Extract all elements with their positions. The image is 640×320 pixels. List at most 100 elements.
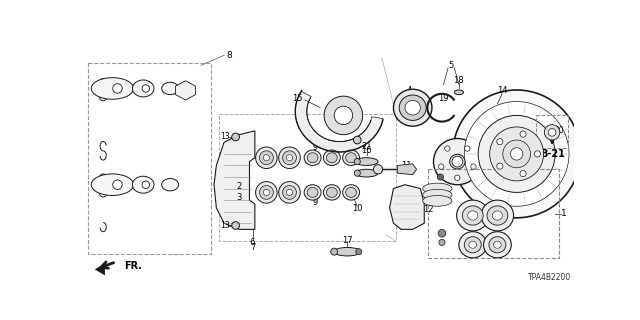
- Ellipse shape: [454, 90, 463, 95]
- Text: 14: 14: [497, 86, 508, 95]
- Circle shape: [511, 148, 523, 160]
- Text: TPA4B2200: TPA4B2200: [528, 273, 572, 282]
- Circle shape: [287, 155, 292, 161]
- Ellipse shape: [450, 154, 465, 169]
- Circle shape: [520, 171, 526, 177]
- Polygon shape: [175, 81, 196, 100]
- Circle shape: [113, 180, 122, 189]
- Ellipse shape: [355, 158, 378, 165]
- Ellipse shape: [487, 206, 508, 225]
- Text: 7: 7: [250, 243, 255, 252]
- Circle shape: [232, 133, 239, 141]
- Circle shape: [356, 249, 362, 255]
- Ellipse shape: [304, 185, 321, 200]
- Circle shape: [445, 146, 450, 151]
- Ellipse shape: [354, 158, 360, 165]
- Text: 9: 9: [312, 143, 317, 152]
- Text: 13: 13: [220, 221, 230, 230]
- Ellipse shape: [399, 95, 426, 120]
- Circle shape: [438, 229, 446, 237]
- Text: 10: 10: [352, 204, 362, 213]
- Ellipse shape: [326, 188, 337, 197]
- Bar: [428, 169, 559, 258]
- Ellipse shape: [464, 237, 481, 253]
- Circle shape: [497, 163, 503, 169]
- Circle shape: [259, 151, 273, 165]
- Text: 17: 17: [342, 236, 353, 245]
- Circle shape: [255, 147, 277, 169]
- Ellipse shape: [342, 150, 360, 165]
- Text: 2
3: 2 3: [186, 84, 189, 95]
- Circle shape: [353, 136, 361, 144]
- Ellipse shape: [334, 247, 361, 256]
- Ellipse shape: [433, 139, 481, 185]
- Ellipse shape: [468, 211, 478, 220]
- Circle shape: [287, 189, 292, 196]
- Text: 4: 4: [406, 86, 412, 95]
- Ellipse shape: [331, 248, 338, 255]
- Ellipse shape: [92, 78, 134, 99]
- Text: 18: 18: [454, 76, 464, 85]
- Circle shape: [279, 182, 300, 203]
- Circle shape: [142, 181, 150, 188]
- Ellipse shape: [462, 206, 483, 225]
- Circle shape: [334, 106, 353, 124]
- Ellipse shape: [355, 169, 378, 177]
- Circle shape: [454, 175, 460, 180]
- Text: B-21: B-21: [540, 149, 564, 159]
- Text: 6: 6: [250, 238, 255, 247]
- Text: 9: 9: [312, 198, 317, 207]
- Ellipse shape: [92, 174, 134, 196]
- Ellipse shape: [492, 211, 502, 220]
- Text: 21: 21: [361, 142, 372, 151]
- Text: 1: 1: [561, 210, 566, 219]
- Circle shape: [113, 84, 122, 93]
- Circle shape: [259, 186, 273, 199]
- Ellipse shape: [354, 170, 360, 176]
- Bar: [219, 114, 396, 241]
- Text: 8: 8: [227, 51, 232, 60]
- Circle shape: [464, 101, 569, 206]
- Text: 3: 3: [236, 193, 241, 202]
- Text: 11: 11: [401, 161, 412, 170]
- Ellipse shape: [132, 176, 154, 193]
- Circle shape: [283, 186, 296, 199]
- Text: 2: 2: [236, 182, 241, 191]
- Ellipse shape: [422, 183, 452, 194]
- Circle shape: [545, 124, 560, 140]
- Circle shape: [465, 146, 470, 151]
- Circle shape: [283, 151, 296, 165]
- Circle shape: [437, 174, 444, 180]
- Circle shape: [497, 139, 503, 145]
- Circle shape: [520, 131, 526, 137]
- Circle shape: [232, 222, 239, 229]
- Circle shape: [263, 155, 269, 161]
- Ellipse shape: [469, 241, 477, 248]
- Circle shape: [478, 116, 555, 192]
- Circle shape: [490, 127, 543, 181]
- Ellipse shape: [162, 82, 179, 95]
- Ellipse shape: [405, 100, 420, 115]
- Text: 12: 12: [422, 205, 433, 214]
- Bar: [536, 116, 568, 148]
- Circle shape: [324, 96, 363, 135]
- Circle shape: [255, 182, 277, 203]
- Circle shape: [503, 140, 531, 168]
- Ellipse shape: [394, 89, 432, 126]
- Ellipse shape: [307, 188, 318, 197]
- Text: 16: 16: [361, 146, 372, 155]
- Circle shape: [452, 90, 580, 218]
- Circle shape: [439, 239, 445, 245]
- Ellipse shape: [132, 80, 154, 97]
- Ellipse shape: [162, 179, 179, 191]
- Ellipse shape: [481, 200, 513, 231]
- Polygon shape: [95, 264, 105, 275]
- Text: 15: 15: [292, 94, 303, 103]
- Circle shape: [438, 164, 444, 169]
- Ellipse shape: [422, 189, 452, 200]
- Polygon shape: [295, 91, 383, 152]
- Polygon shape: [390, 185, 424, 229]
- Text: FR.: FR.: [124, 261, 142, 271]
- Circle shape: [548, 129, 556, 136]
- Ellipse shape: [493, 241, 501, 248]
